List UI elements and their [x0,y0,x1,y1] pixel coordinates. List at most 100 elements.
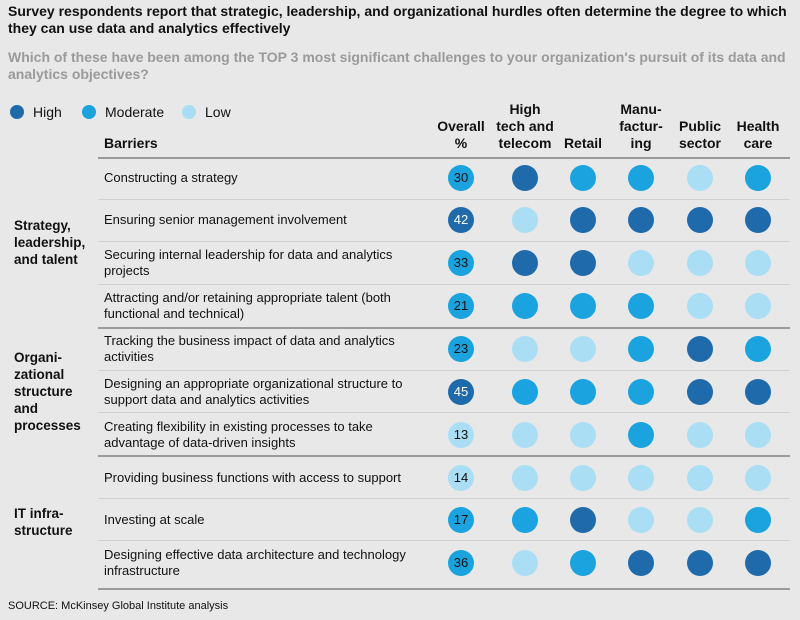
legend-label-low: Low [205,104,231,120]
rating-dot [570,422,596,448]
chart-title: Survey respondents report that strategic… [8,3,787,36]
rating-dot [512,507,538,533]
rating-dot [628,379,654,405]
overall-value: 30 [448,165,474,191]
rating-dot [628,336,654,362]
source-note: SOURCE: McKinsey Global Institute analys… [8,600,229,612]
overall-value: 13 [448,422,474,448]
group-separator [98,588,790,590]
group-label-organizational-text: Organi-zational structure and processes [14,349,81,433]
overall-value: 21 [448,293,474,319]
rating-dot [745,293,771,319]
rating-dot [512,422,538,448]
rating-dot [570,165,596,191]
rating-dot [745,422,771,448]
rating-dot [687,293,713,319]
rating-dot [512,207,538,233]
legend-label-high: High [33,104,62,120]
rating-dot [512,550,538,576]
rating-dot [687,165,713,191]
group-label-it-infrastructure-text: IT infra-structure [14,505,73,538]
rating-dot [687,465,713,491]
row-separator [98,284,790,285]
rating-dot [570,507,596,533]
rating-dot [512,165,538,191]
rating-dot [570,250,596,276]
survey-question: Which of these have been among the TOP 3… [8,49,786,82]
header-manufacturing: Manu-factur-ing [619,101,663,151]
rating-dot [512,336,538,362]
rating-dot [628,465,654,491]
rating-dot [687,379,713,405]
overall-value: 14 [448,465,474,491]
legend-label-moderate: Moderate [105,104,165,120]
group-label-organizational: Organi-zational structure and processes [14,327,98,455]
rating-dot [570,379,596,405]
rating-dot [628,550,654,576]
rating-dot [628,422,654,448]
legend-item-high: High [10,104,62,120]
group-label-strategy: Strategy, leadership, and talent [14,157,98,327]
header-high-tech-telecom: High tech and telecom [496,101,554,151]
rating-dot [628,293,654,319]
row-label: Providing business functions with access… [104,470,401,485]
rating-dot [687,207,713,233]
row-label: Designing effective data architecture an… [104,547,406,578]
group-separator [98,157,790,159]
rating-dot [745,250,771,276]
row-separator [98,199,790,200]
group-separator [98,455,790,457]
row-separator [98,498,790,499]
legend-swatch-low [182,105,196,119]
legend-item-moderate: Moderate [82,104,164,120]
group-label-it-infrastructure: IT infra-structure [14,455,98,588]
row-label: Ensuring senior management involvement [104,212,347,227]
rating-dot [570,336,596,362]
rating-dot [745,207,771,233]
header-barriers: Barriers [104,135,158,151]
rating-dot [745,550,771,576]
overall-value: 45 [448,379,474,405]
rating-dot [745,507,771,533]
rating-dot [570,465,596,491]
header-overall: Overall% [437,118,485,151]
rating-dot [745,336,771,362]
rating-dot [570,293,596,319]
overall-value: 33 [448,250,474,276]
row-label: Attracting and/or retaining appropriate … [104,290,391,321]
rating-dot [745,379,771,405]
rating-dot [512,293,538,319]
rating-dot [512,465,538,491]
rating-dot [745,165,771,191]
legend-swatch-moderate [82,105,96,119]
overall-value: 23 [448,336,474,362]
rating-dot [687,422,713,448]
row-separator [98,412,790,413]
rating-dot [687,250,713,276]
rating-dot [628,207,654,233]
group-separator [98,327,790,329]
rating-dot [687,550,713,576]
overall-value: 36 [448,550,474,576]
rating-dot [512,250,538,276]
rating-dot [512,379,538,405]
legend-item-low: Low [182,104,231,120]
row-label: Investing at scale [104,512,205,527]
legend-swatch-high [10,105,24,119]
row-label: Constructing a strategy [104,170,238,185]
header-retail: Retail [563,135,603,151]
row-label: Tracking the business impact of data and… [104,333,395,364]
row-label: Securing internal leadership for data an… [104,247,393,278]
row-separator [98,241,790,242]
header-public-sector: Public sector [678,118,722,151]
overall-value: 42 [448,207,474,233]
group-label-strategy-text: Strategy, leadership, and talent [14,217,86,267]
row-label: Designing an appropriate organizational … [104,376,403,407]
rating-dot [687,336,713,362]
rating-dot [570,207,596,233]
rating-dot [745,465,771,491]
rating-dot [628,507,654,533]
rating-dot [628,165,654,191]
row-label: Creating flexibility in existing process… [104,419,373,450]
header-health-care: Health care [736,118,780,151]
